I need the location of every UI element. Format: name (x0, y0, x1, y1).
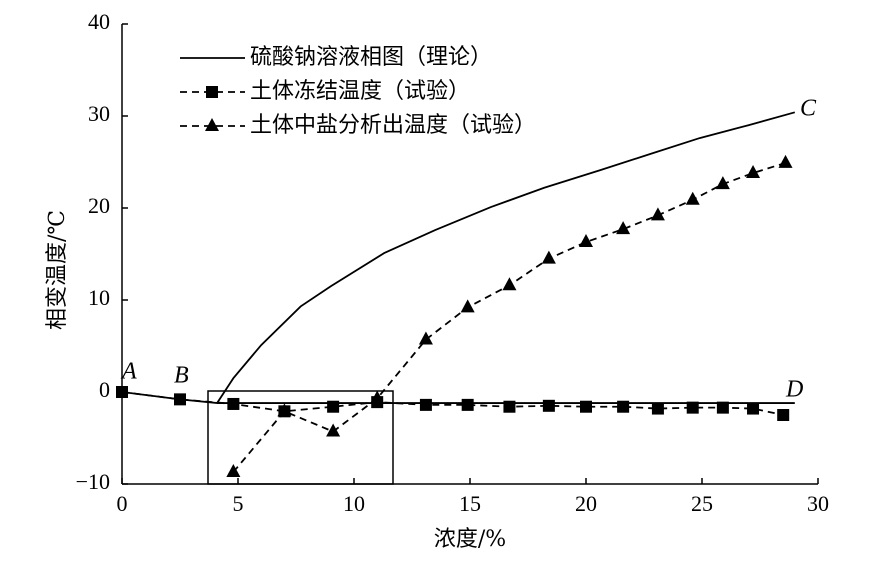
triangle-marker (326, 423, 341, 437)
triangle-marker (650, 207, 665, 221)
triangle-marker (541, 250, 556, 264)
triangle-marker (226, 464, 241, 478)
annotation: D (785, 377, 803, 403)
x-tick-label: 20 (575, 491, 597, 516)
annotation: B (174, 363, 189, 389)
square-marker (777, 409, 790, 421)
x-tick-label: 10 (343, 491, 365, 516)
x-tick-label: 15 (459, 491, 481, 516)
square-marker (461, 398, 474, 411)
triangle-marker (778, 154, 793, 168)
square-marker (227, 397, 240, 410)
square-marker (580, 400, 592, 413)
x-axis-label: 浓度/% (434, 527, 506, 552)
square-marker (327, 400, 340, 413)
square-marker (503, 400, 516, 413)
y-tick-label: 10 (88, 285, 110, 310)
square-marker (651, 402, 664, 415)
series-line (121, 111, 796, 404)
x-tick-label: 30 (807, 491, 829, 516)
x-tick-label: 25 (691, 491, 713, 516)
x-tick-label: 0 (117, 491, 128, 516)
triangle-marker (277, 403, 292, 417)
square-marker (747, 402, 760, 415)
square-marker (116, 386, 128, 398)
triangle-marker (205, 118, 219, 131)
square-marker (419, 398, 432, 411)
y-axis-label: 相变温度/℃ (45, 210, 70, 330)
y-tick-label: 40 (88, 9, 110, 34)
triangle-marker (715, 176, 730, 190)
annotation: C (800, 96, 817, 122)
y-tick-label: 20 (88, 193, 110, 218)
triangle-marker (579, 234, 593, 248)
triangle-marker (746, 165, 761, 179)
triangle-marker (616, 221, 631, 235)
y-tick-label: 0 (99, 377, 110, 402)
square-marker (617, 400, 630, 413)
region-box (207, 390, 394, 485)
legend-label: 土体冻结温度（试验） (250, 79, 470, 104)
square-marker (174, 393, 186, 406)
square-marker (206, 86, 218, 98)
triangle-marker (502, 277, 517, 291)
legend-label: 土体中盐分析出温度（试验） (250, 113, 536, 138)
y-tick-label: −10 (76, 469, 110, 494)
y-tick-label: 30 (88, 101, 110, 126)
square-marker (686, 401, 699, 414)
triangle-marker (460, 299, 475, 313)
legend-label: 硫酸钠溶液相图（理论） (250, 45, 492, 70)
series-line (232, 162, 786, 473)
triangle-marker (418, 331, 433, 345)
square-marker (716, 401, 729, 414)
annotation: A (120, 359, 137, 385)
x-tick-label: 5 (233, 491, 244, 516)
triangle-marker (685, 191, 700, 205)
square-marker (542, 399, 555, 412)
triangle-marker (370, 390, 385, 404)
